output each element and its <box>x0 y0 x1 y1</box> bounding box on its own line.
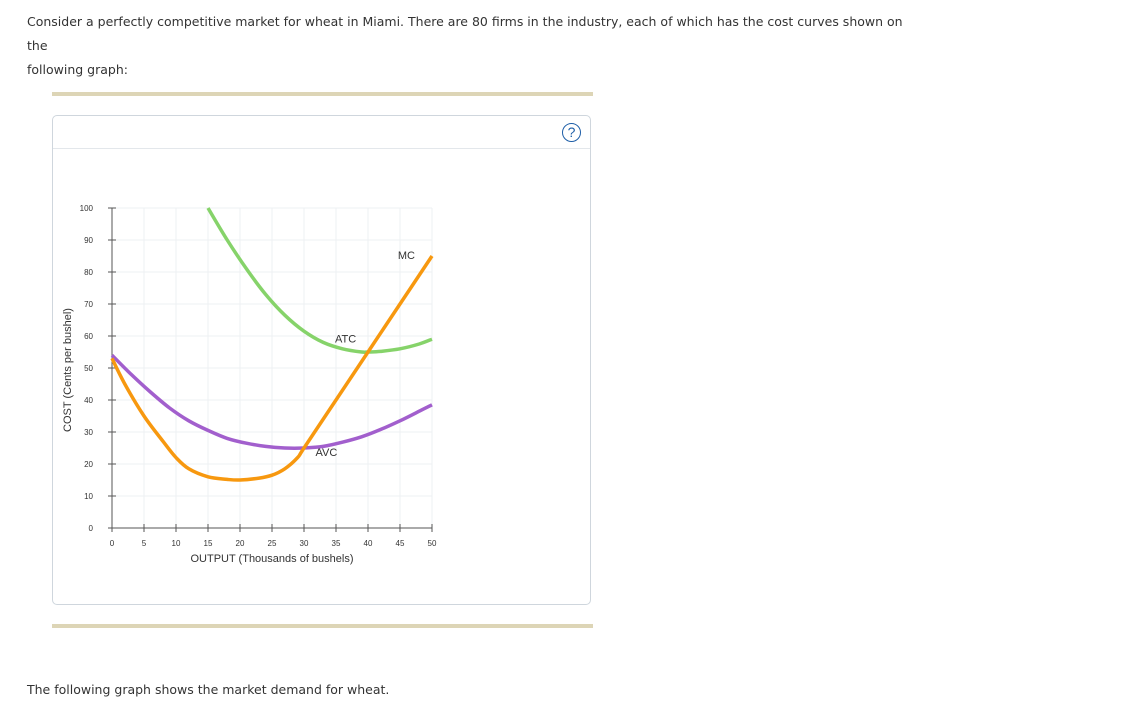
x-tick-label: 15 <box>204 539 213 548</box>
y-tick-label: 30 <box>84 428 93 437</box>
series-mc-line <box>110 255 434 482</box>
curve-label-avc: AVC <box>315 447 337 459</box>
panel-header-divider <box>53 148 590 149</box>
help-icon[interactable]: ? <box>562 123 581 142</box>
series-avc-line <box>110 353 433 450</box>
y-tick-label: 80 <box>84 268 93 277</box>
x-tick-label: 5 <box>142 539 147 548</box>
x-tick-label: 50 <box>428 539 437 548</box>
y-tick-label: 70 <box>84 300 93 309</box>
top-divider <box>52 92 593 96</box>
y-tick-label: 20 <box>84 460 93 469</box>
y-tick-label: 60 <box>84 332 93 341</box>
y-tick-label: 50 <box>84 364 93 373</box>
y-axis-title: COST (Cents per bushel) <box>62 308 74 432</box>
curve-label-atc: ATC <box>335 333 356 345</box>
y-tick-label: 100 <box>80 204 94 213</box>
x-tick-label: 45 <box>396 539 405 548</box>
series-atc-line <box>206 207 433 354</box>
intro-line-2: following graph: <box>27 62 128 77</box>
x-tick-label: 0 <box>110 539 115 548</box>
x-tick-label: 20 <box>236 539 245 548</box>
intro-paragraph: Consider a perfectly competitive market … <box>27 10 927 82</box>
graph-panel: ? <box>52 115 591 605</box>
x-tick-label: 35 <box>332 539 341 548</box>
cost-curves-chart: 0 10 20 30 40 50 60 70 80 90 100 0 5 10 15 20 25 30 35 40 45… <box>62 204 437 565</box>
x-tick-label: 40 <box>364 539 373 548</box>
x-tick-label: 10 <box>172 539 181 548</box>
y-tick-label: 10 <box>84 492 93 501</box>
bottom-divider <box>52 624 593 628</box>
grid-lines <box>111 207 433 529</box>
intro-line-1: Consider a perfectly competitive market … <box>27 14 903 53</box>
curve-label-mc: MC <box>398 250 415 262</box>
y-tick-label: 40 <box>84 396 93 405</box>
y-tick-label: 90 <box>84 236 93 245</box>
outro-text: The following graph shows the market dem… <box>27 682 390 697</box>
x-tick-label: 25 <box>268 539 277 548</box>
x-axis-title: OUTPUT (Thousands of bushels) <box>190 553 353 565</box>
x-tick-label: 30 <box>300 539 309 548</box>
y-tick-label: 0 <box>89 524 94 533</box>
